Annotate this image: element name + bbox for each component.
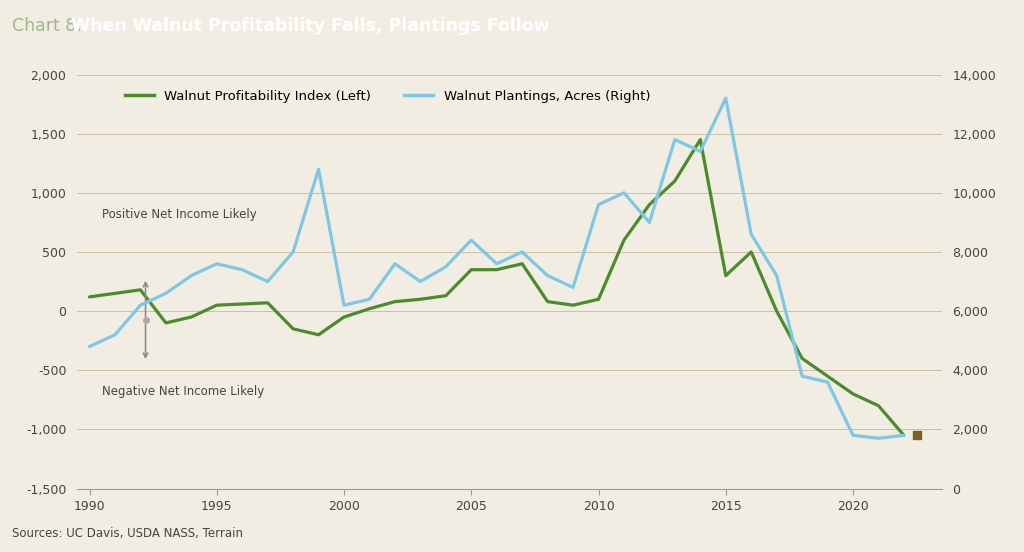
Text: Negative Net Income Likely: Negative Net Income Likely (102, 385, 264, 398)
Legend: Walnut Profitability Index (Left), Walnut Plantings, Acres (Right): Walnut Profitability Index (Left), Walnu… (118, 83, 656, 109)
Text: Sources: UC Davis, USDA NASS, Terrain: Sources: UC Davis, USDA NASS, Terrain (12, 527, 244, 540)
Text: When Walnut Profitability Falls, Plantings Follow: When Walnut Profitability Falls, Plantin… (71, 18, 549, 35)
Text: Positive Net Income Likely: Positive Net Income Likely (102, 208, 257, 221)
Text: Chart 8:: Chart 8: (12, 18, 88, 35)
